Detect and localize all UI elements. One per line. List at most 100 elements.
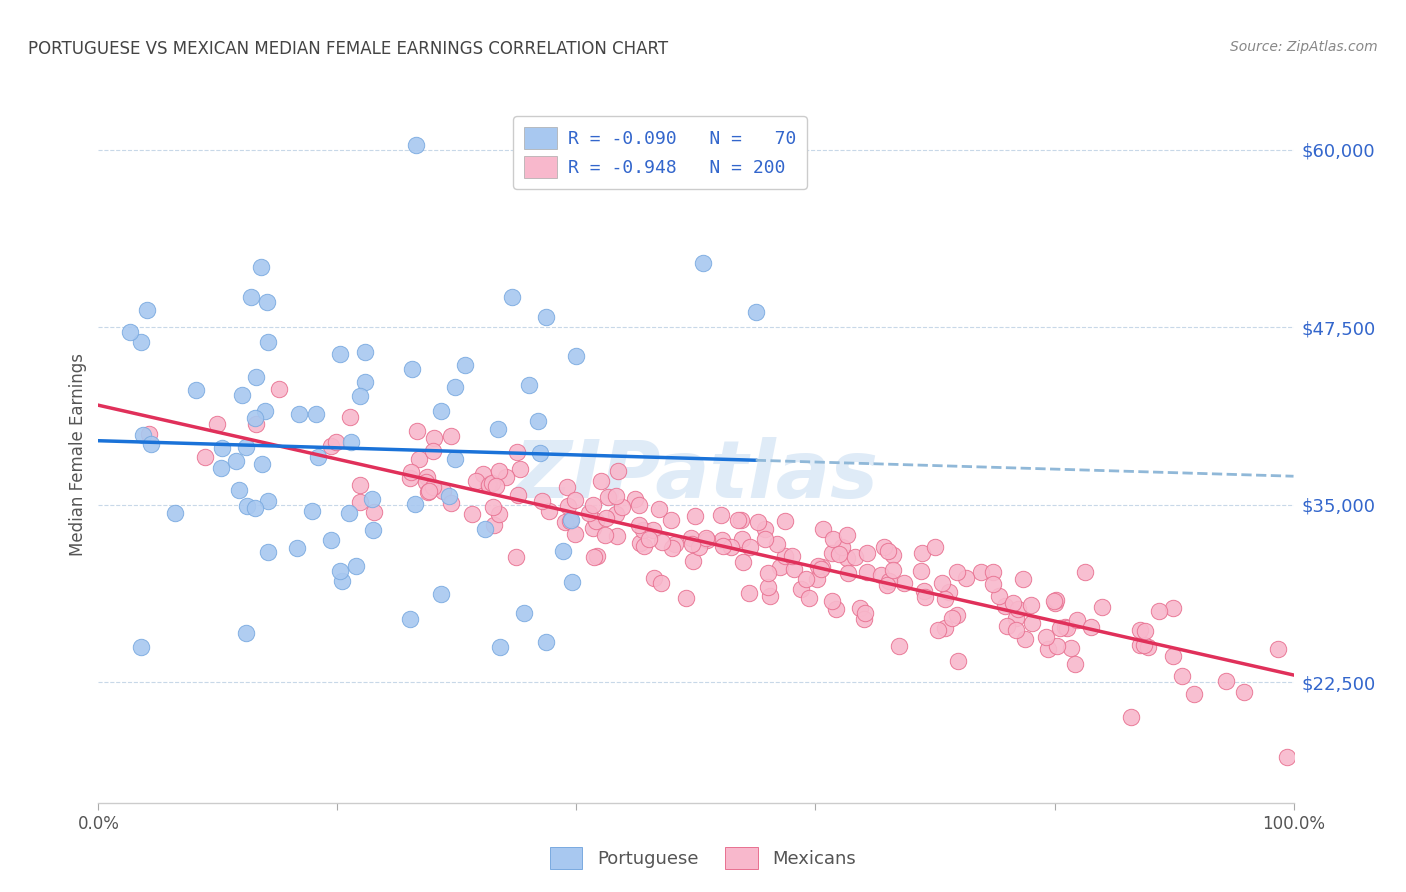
Point <box>1135 624 1157 638</box>
Point <box>398 612 420 626</box>
Point <box>250 457 273 471</box>
Point <box>852 612 875 626</box>
Point <box>432 484 454 499</box>
Point <box>1137 640 1160 654</box>
Point <box>1043 594 1066 608</box>
Point <box>783 562 806 576</box>
Point <box>235 440 257 454</box>
Point <box>877 574 900 589</box>
Point <box>422 444 444 458</box>
Point <box>1073 565 1095 579</box>
Point <box>988 590 1011 604</box>
Point <box>688 541 710 555</box>
Point <box>756 580 779 594</box>
Point <box>1147 604 1170 618</box>
Point <box>307 450 329 464</box>
Point <box>471 467 494 481</box>
Point <box>325 435 347 450</box>
Point <box>747 515 769 529</box>
Point <box>340 434 363 449</box>
Point <box>810 562 832 576</box>
Point <box>250 260 273 274</box>
Point <box>692 256 714 270</box>
Point <box>995 618 1018 632</box>
Point <box>405 138 427 153</box>
Point <box>1267 641 1289 656</box>
Point <box>606 529 628 543</box>
Point <box>256 493 278 508</box>
Point <box>132 428 155 442</box>
Point <box>256 295 278 310</box>
Point <box>136 302 159 317</box>
Point <box>430 587 453 601</box>
Point <box>970 565 993 579</box>
Point <box>1054 620 1077 634</box>
Point <box>1182 686 1205 700</box>
Point <box>848 600 870 615</box>
Point <box>416 469 439 483</box>
Point <box>1007 602 1029 616</box>
Point <box>628 518 651 533</box>
Point <box>288 407 311 421</box>
Point <box>512 606 534 620</box>
Point <box>235 499 257 513</box>
Point <box>934 592 956 607</box>
Point <box>598 491 620 505</box>
Point <box>876 578 898 592</box>
Point <box>517 378 540 392</box>
Point <box>821 593 844 607</box>
Legend: Portuguese, Mexicans: Portuguese, Mexicans <box>541 838 865 879</box>
Point <box>766 537 789 551</box>
Point <box>837 566 859 580</box>
Point <box>695 531 717 545</box>
Point <box>837 528 859 542</box>
Point <box>1121 710 1143 724</box>
Point <box>329 346 352 360</box>
Point <box>253 403 276 417</box>
Point <box>756 566 779 580</box>
Point <box>329 565 352 579</box>
Point <box>679 531 702 545</box>
Point <box>505 549 527 564</box>
Point <box>205 417 228 431</box>
Text: ZIPatlas: ZIPatlas <box>513 437 879 515</box>
Point <box>1132 638 1154 652</box>
Point <box>554 516 576 530</box>
Point <box>354 345 377 359</box>
Point <box>1046 640 1069 654</box>
Point <box>1066 613 1088 627</box>
Point <box>529 446 551 460</box>
Point <box>582 521 605 535</box>
Point <box>955 571 977 585</box>
Point <box>354 375 377 389</box>
Point <box>1233 685 1256 699</box>
Point <box>444 451 467 466</box>
Point <box>561 575 583 590</box>
Point <box>711 539 734 553</box>
Point <box>811 522 834 536</box>
Point <box>824 602 846 616</box>
Point <box>912 583 935 598</box>
Point <box>1091 599 1114 614</box>
Point <box>910 546 932 560</box>
Point <box>488 508 510 522</box>
Point <box>624 491 647 506</box>
Point <box>759 590 782 604</box>
Point <box>835 551 858 566</box>
Point <box>225 453 247 467</box>
Point <box>981 577 1004 591</box>
Point <box>557 499 579 513</box>
Point <box>606 464 628 478</box>
Point <box>870 568 893 582</box>
Point <box>589 474 612 488</box>
Point <box>807 559 830 574</box>
Point <box>1043 595 1066 609</box>
Point <box>853 606 876 620</box>
Point <box>1080 620 1102 634</box>
Point <box>243 410 266 425</box>
Point <box>605 490 627 504</box>
Point <box>648 502 671 516</box>
Point <box>564 493 586 508</box>
Point <box>464 475 486 489</box>
Point <box>349 389 371 403</box>
